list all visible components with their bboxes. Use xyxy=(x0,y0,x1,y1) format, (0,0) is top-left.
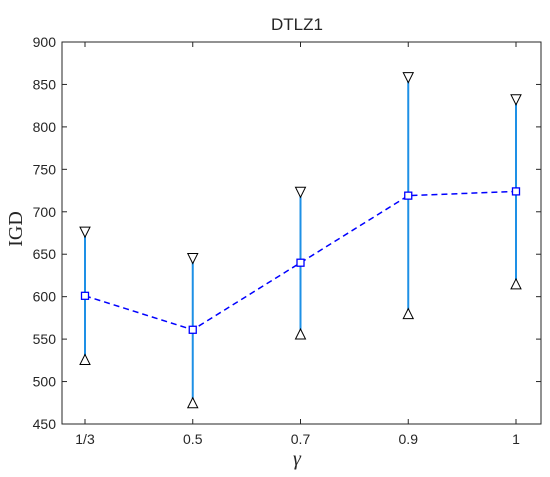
mean-point-3 xyxy=(404,191,413,200)
y-tick-label-700: 700 xyxy=(33,204,57,220)
y-tick-label-500: 500 xyxy=(33,374,57,390)
x-axis-label: γ xyxy=(293,448,302,470)
y-tick-label-900: 900 xyxy=(33,34,57,50)
max-marker-0 xyxy=(79,226,91,239)
mean-point-4 xyxy=(511,187,521,196)
plot-area: 450 500 550 600 650 700 750 800 850 900 1/3 0.5 0.7 0… xyxy=(33,34,542,447)
x-tick-label-4: 1 xyxy=(512,431,520,447)
x-tick-label-2: 0.7 xyxy=(291,431,311,447)
y-tick-label-650: 650 xyxy=(33,246,57,262)
mean-point-0 xyxy=(80,291,90,300)
min-marker-4 xyxy=(510,277,522,290)
y-axis-label: IGD xyxy=(5,211,27,247)
min-marker-2 xyxy=(294,327,307,340)
max-marker-1 xyxy=(186,252,199,265)
mean-line xyxy=(84,190,517,331)
chart-title: DTLZ1 xyxy=(271,15,323,34)
max-marker-3 xyxy=(402,72,415,84)
min-marker-0 xyxy=(79,353,91,365)
mean-point-2 xyxy=(296,258,305,267)
x-tick-label-1: 0.5 xyxy=(183,431,203,447)
plot-frame xyxy=(61,41,542,425)
y-tick-label-450: 450 xyxy=(33,416,57,432)
y-tick-label-750: 750 xyxy=(33,161,57,177)
x-tick-label-0: 1/3 xyxy=(75,431,95,447)
x-tick-label-3: 0.9 xyxy=(399,431,419,447)
mean-point-1 xyxy=(188,325,197,334)
min-marker-3 xyxy=(402,307,415,320)
y-tick-label-600: 600 xyxy=(33,289,57,305)
max-marker-4 xyxy=(510,94,522,106)
y-tick-label-850: 850 xyxy=(33,76,57,92)
y-tick-label-800: 800 xyxy=(33,119,57,135)
y-tick-label-550: 550 xyxy=(33,331,57,347)
max-marker-2 xyxy=(294,186,307,199)
min-marker-1 xyxy=(186,396,199,409)
